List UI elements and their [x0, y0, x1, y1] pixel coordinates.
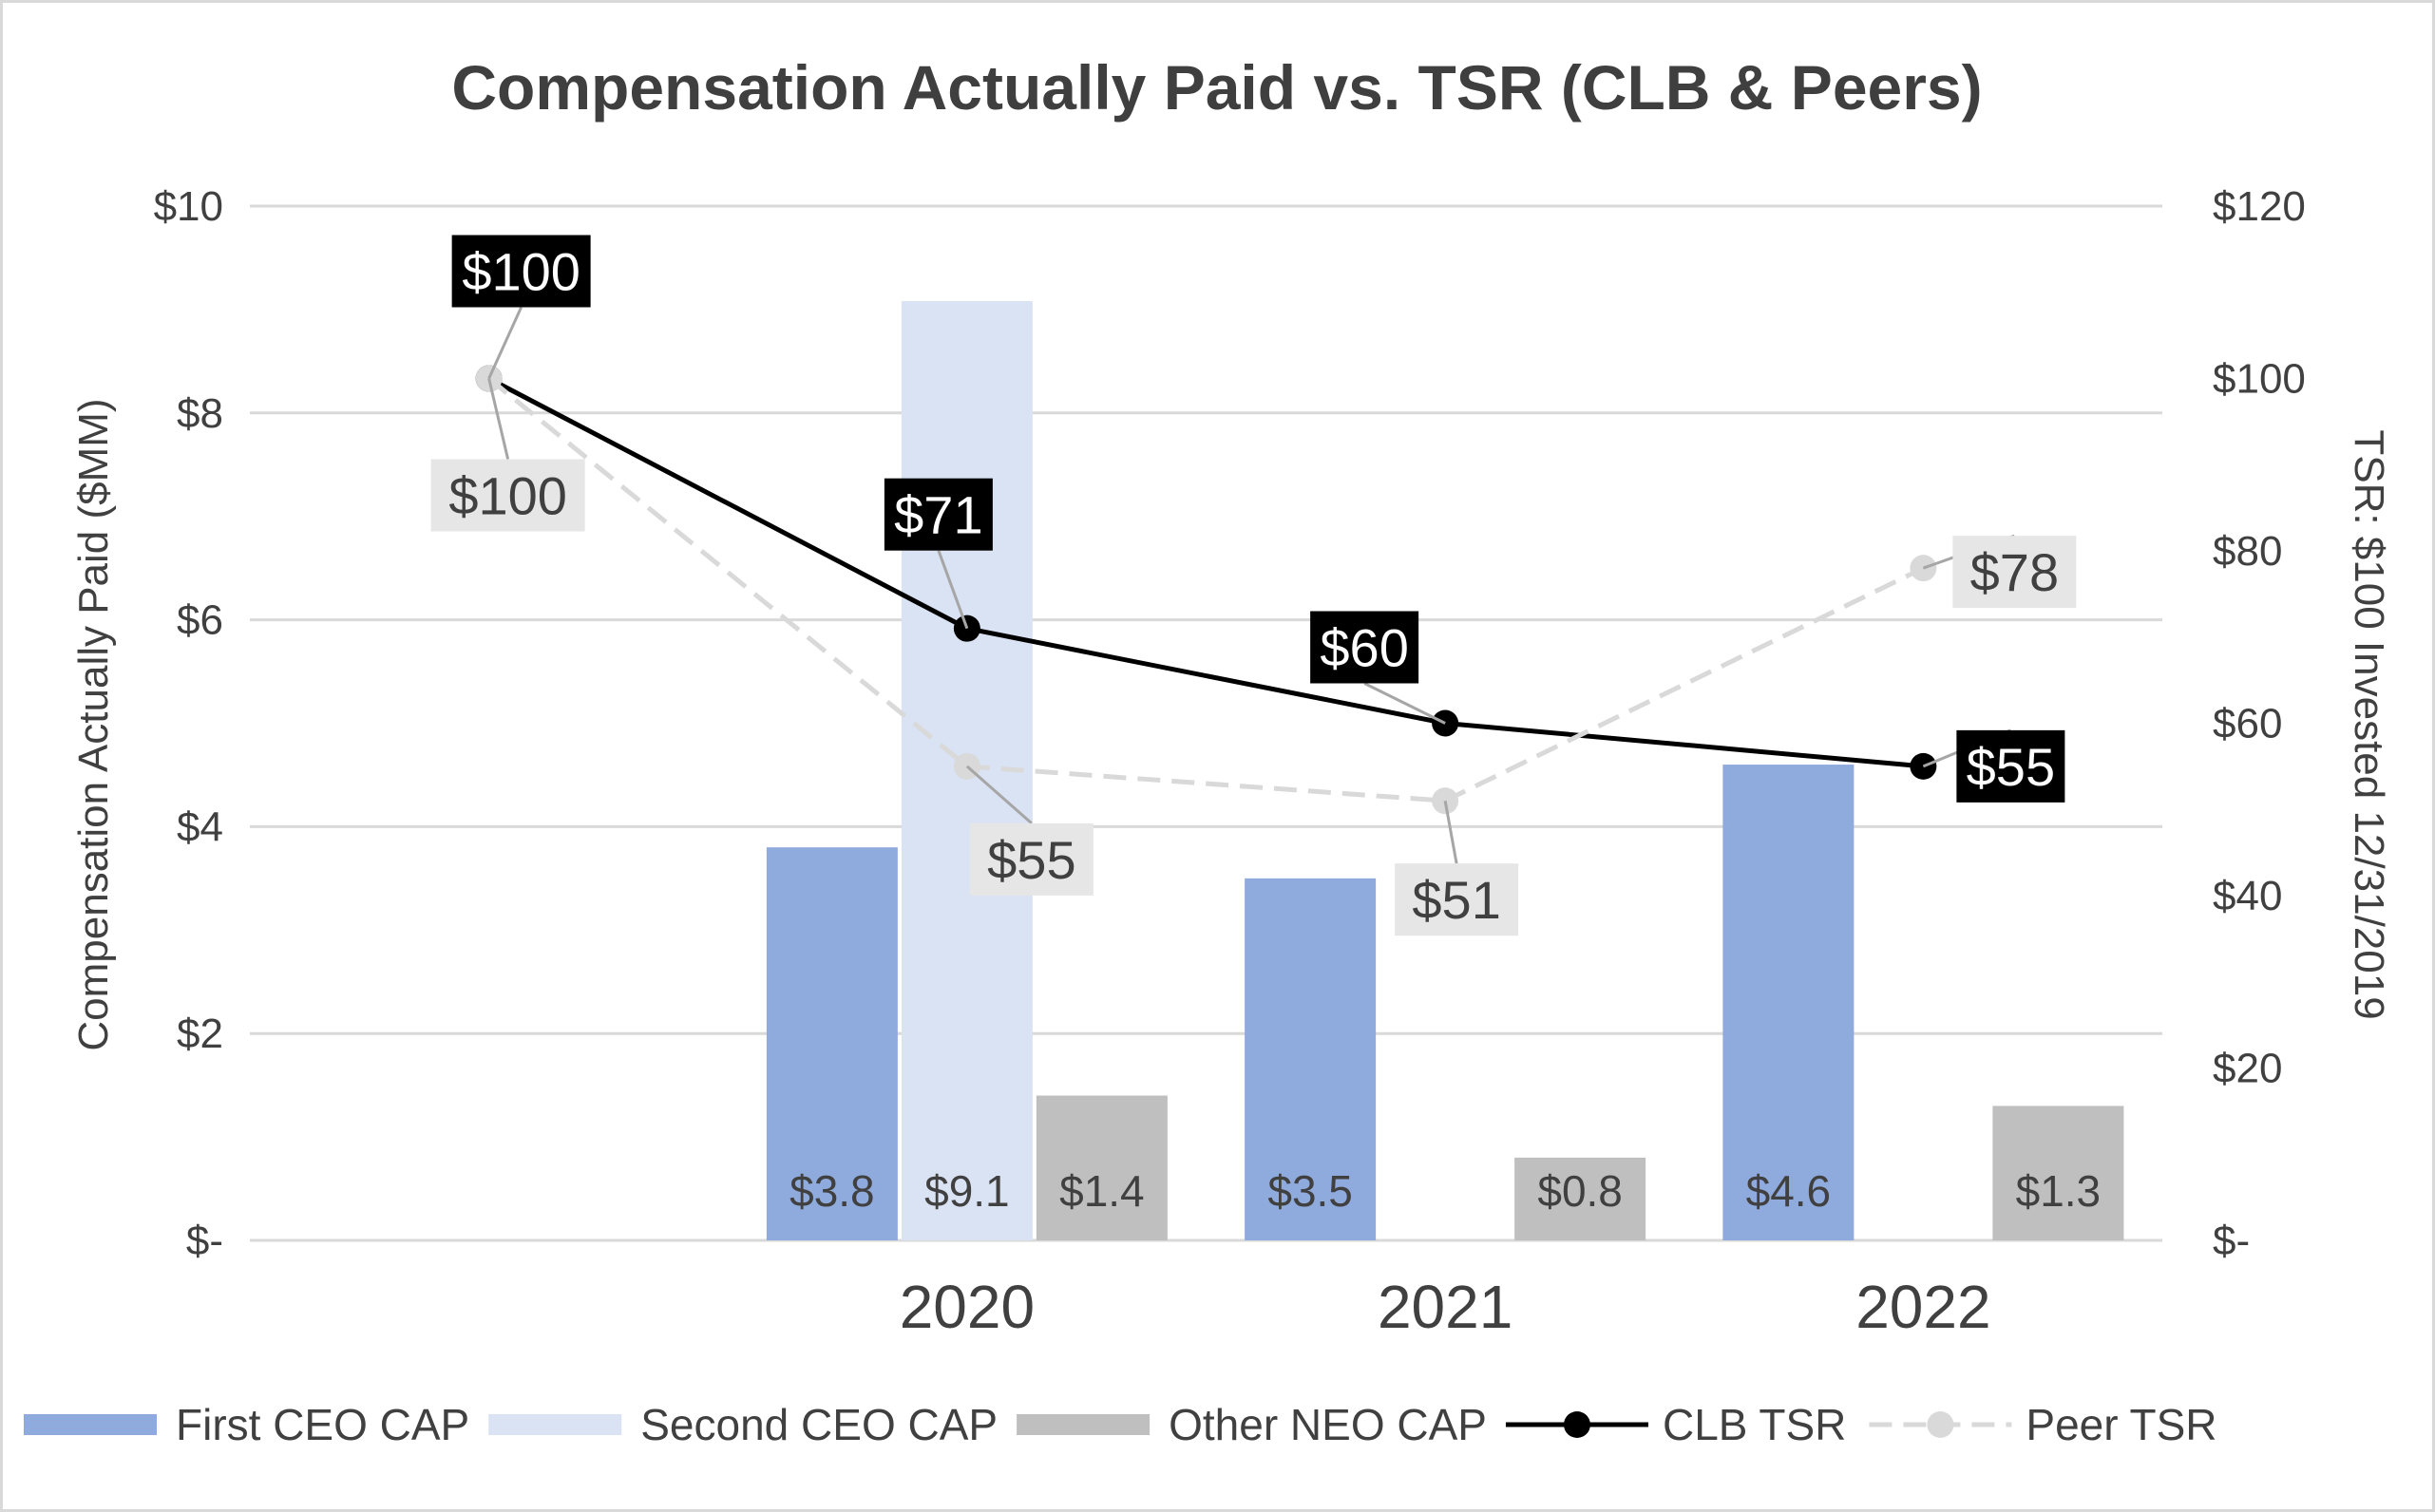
y-left-tick-label: $-	[186, 1218, 223, 1264]
clb-label-box	[1956, 729, 2065, 803]
legend-label-other-neo-cap: Other NEO CAP	[1169, 1400, 1487, 1449]
y-axis-left-title: Compensation Actually Paid ($MM)	[70, 398, 117, 1050]
legend-marker-clb-tsr	[1563, 1411, 1590, 1438]
legend-swatch-other-neo-cap	[1017, 1414, 1151, 1435]
peer-data-label: $51	[1412, 870, 1500, 930]
bar-data-label: $1.3	[2016, 1166, 2102, 1216]
y-right-tick-label: $-	[2213, 1218, 2250, 1264]
peer-data-label: $78	[1970, 542, 2059, 602]
clb-data-label: $71	[894, 485, 982, 545]
chart-title: Compensation Actually Paid vs. TSR (CLB …	[451, 52, 1982, 123]
clb-label-box	[451, 235, 591, 308]
y-right-tick-label: $80	[2213, 528, 2282, 575]
legend-swatch-second-ceo-cap	[488, 1414, 622, 1435]
peer-label-box	[1952, 536, 2077, 609]
y-left-tick-label: $8	[177, 390, 223, 437]
bar-data-label: $4.6	[1746, 1166, 1832, 1216]
clb-data-label: $55	[1967, 737, 2055, 797]
bar-data-label: $1.4	[1059, 1166, 1145, 1216]
y-left-tick-label: $6	[177, 597, 223, 644]
legend-label-second-ceo-cap: Second CEO CAP	[640, 1400, 998, 1449]
bar-data-label: $3.5	[1267, 1166, 1353, 1216]
bar-other-neo-cap	[1992, 1106, 2124, 1240]
bar-data-label: $0.8	[1537, 1166, 1623, 1216]
y-left-tick-label: $2	[177, 1011, 223, 1057]
clb-data-label: $100	[462, 242, 580, 302]
axis-ticks: $- $2 $4 $6 $8 $10 $- $20 $40 $60 $80 $100 $120 2020 2…	[154, 183, 2306, 1341]
y-right-tick-label: $120	[2213, 183, 2306, 230]
legend-marker-peer-tsr	[1927, 1411, 1954, 1438]
bar-data-label: $9.1	[924, 1166, 1010, 1216]
clb-data-label: $60	[1320, 618, 1408, 678]
leader-line	[1443, 800, 1458, 864]
clb-label-box	[1310, 611, 1419, 684]
legend-label-clb-tsr: CLB TSR	[1663, 1400, 1846, 1449]
legend-label-first-ceo-cap: First CEO CAP	[176, 1400, 469, 1449]
y-left-tick-label: $4	[177, 803, 223, 850]
clb-label-box	[884, 478, 993, 551]
bar-data-label: $3.8	[789, 1166, 875, 1216]
line-peer-tsr	[487, 376, 1925, 803]
gridlines	[250, 204, 2162, 1242]
peer-data-label: $100	[448, 466, 567, 526]
peer-data-label: $55	[987, 830, 1075, 890]
data-labels: $3.8 $3.5 $4.6 $9.1 $1.4 $0.8 $1.3 $100 $71 $60 $5…	[430, 235, 2102, 1216]
tsr-lines	[475, 365, 1937, 815]
x-category-label: 2022	[1855, 1273, 1990, 1341]
legend: First CEO CAP Second CEO CAP Other NEO CAP…	[24, 1400, 2217, 1449]
leader-line	[487, 306, 523, 380]
x-category-label: 2021	[1378, 1273, 1512, 1341]
y-right-tick-label: $20	[2213, 1046, 2282, 1092]
bars	[766, 301, 2124, 1240]
bar-first-ceo-cap	[1722, 765, 1855, 1240]
bar-first-ceo-cap	[766, 847, 898, 1240]
y-left-tick-label: $10	[154, 183, 223, 230]
y-right-tick-label: $100	[2213, 356, 2306, 403]
leader-line	[965, 765, 1033, 824]
y-axis-right-title: TSR: $100 Invested 12/31/2019	[2346, 429, 2392, 1019]
y-right-tick-label: $40	[2213, 873, 2282, 919]
leader-line	[937, 550, 969, 630]
leader-line	[487, 378, 510, 460]
x-category-label: 2020	[900, 1273, 1035, 1341]
bar-first-ceo-cap	[1245, 878, 1377, 1240]
peer-label-box	[1395, 863, 1519, 936]
bar-other-neo-cap	[1036, 1095, 1168, 1240]
y-right-tick-label: $60	[2213, 701, 2282, 747]
leader-line	[1363, 682, 1446, 725]
chart-svg: Compensation Actually Paid vs. TSR (CLB …	[24, 52, 2392, 1449]
legend-swatch-first-ceo-cap	[24, 1414, 157, 1435]
line-clb-tsr	[487, 376, 1924, 769]
peer-label-box	[430, 459, 585, 532]
bar-other-neo-cap	[1514, 1157, 1646, 1240]
legend-label-peer-tsr: Peer TSR	[2026, 1400, 2216, 1449]
peer-label-box	[969, 822, 1094, 896]
